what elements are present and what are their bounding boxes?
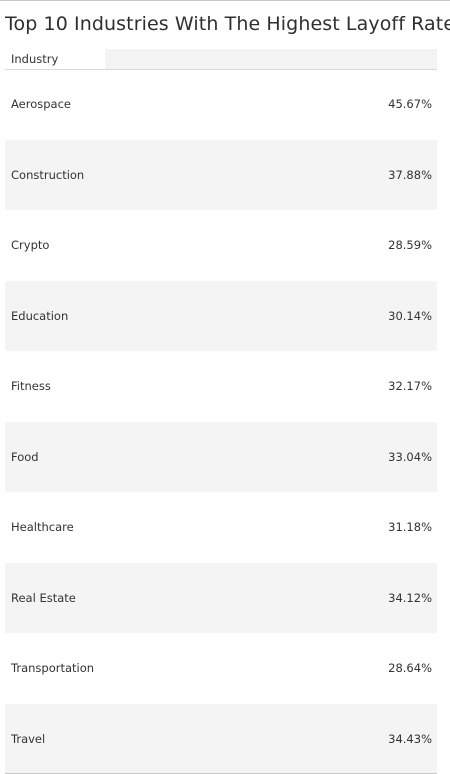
table-row[interactable]: Education 30.14%: [5, 280, 437, 351]
data-table: Aerospace 45.67% Construction 37.88% Crypto 2…: [5, 69, 437, 774]
layoff-rate-value: 28.59%: [388, 238, 432, 252]
table-row[interactable]: Healthcare 31.18%: [5, 492, 437, 563]
table-row[interactable]: Real Estate 34.12%: [5, 562, 437, 633]
layoff-rate-value: 31.18%: [388, 520, 432, 534]
industry-name: Food: [11, 449, 39, 464]
industry-name: Construction: [11, 167, 85, 182]
table-row[interactable]: Food 33.04%: [5, 421, 437, 492]
industry-name: Crypto: [11, 238, 50, 252]
table-row[interactable]: Travel 34.43%: [5, 703, 437, 774]
table-row[interactable]: Transportation 28.64%: [5, 633, 437, 704]
layoff-rate-value: 33.04%: [388, 449, 432, 464]
industry-name: Aerospace: [11, 97, 71, 111]
table-header: Industry: [5, 49, 437, 70]
layoff-rate-value: 32.17%: [388, 379, 432, 393]
top-divider: [0, 0, 450, 1]
industry-name: Travel: [11, 731, 46, 746]
chart-title: Top 10 Industries With The Highest Layof…: [5, 13, 450, 35]
industry-name: Education: [11, 308, 69, 323]
layoff-rate-value: 37.88%: [388, 167, 432, 182]
table-row[interactable]: Fitness 32.17%: [5, 351, 437, 422]
column-header-industry[interactable]: Industry: [11, 52, 59, 66]
table-row[interactable]: Aerospace 45.67%: [5, 69, 437, 140]
layoff-rate-value: 45.67%: [388, 97, 432, 111]
column-header-background: [105, 49, 437, 69]
industry-name: Real Estate: [11, 590, 76, 605]
layoff-rate-value: 28.64%: [388, 661, 432, 675]
industry-name: Healthcare: [11, 520, 74, 534]
layoff-rate-value: 34.12%: [388, 590, 432, 605]
layoff-rate-value: 30.14%: [388, 308, 432, 323]
industry-name: Fitness: [11, 379, 51, 393]
table-row[interactable]: Construction 37.88%: [5, 139, 437, 210]
industry-name: Transportation: [11, 661, 95, 675]
table-row[interactable]: Crypto 28.59%: [5, 210, 437, 281]
layoff-rate-value: 34.43%: [388, 731, 432, 746]
